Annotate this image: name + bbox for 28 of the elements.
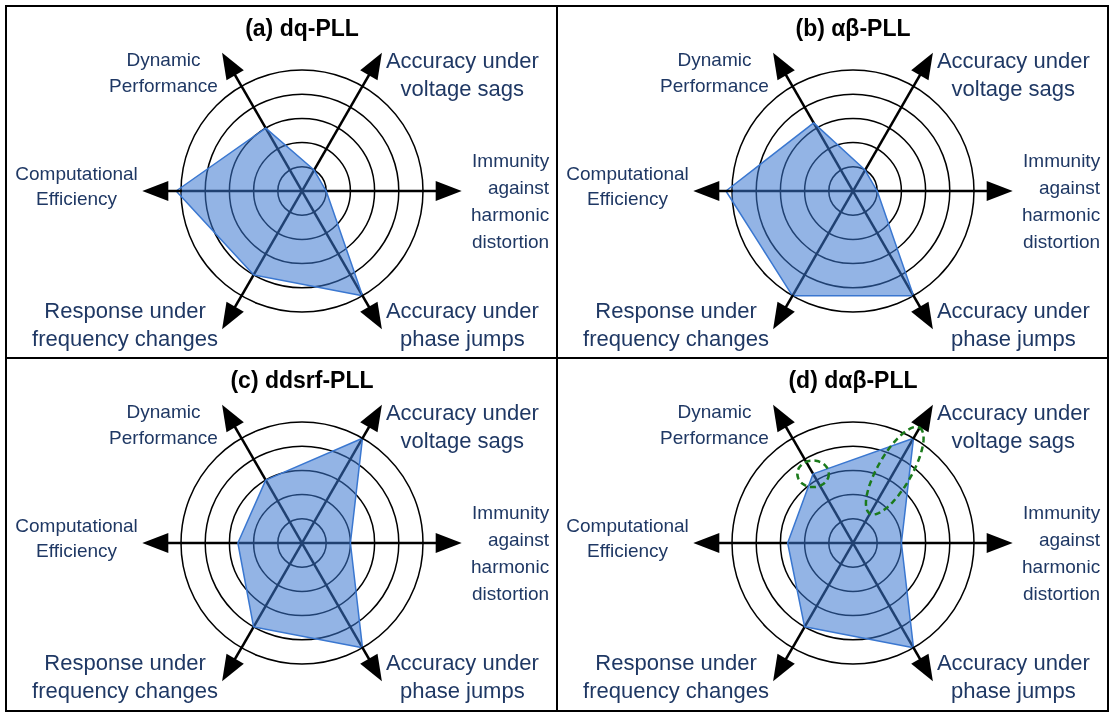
spoke-label: Response under frequency changes xyxy=(583,649,769,706)
spoke-label: Accuracy under voltage sags xyxy=(936,46,1090,103)
spoke-label: Dynamic Performance xyxy=(109,47,218,98)
spoke-label: Dynamic Performance xyxy=(109,399,218,450)
spoke-label: Accuracy under voltage sags xyxy=(385,46,539,103)
spoke-label: Immunity against harmonic distortion xyxy=(471,149,550,254)
spoke-label: Accuracy under voltage sags xyxy=(385,398,539,455)
spoke-label: Accuracy under phase jumps xyxy=(936,649,1090,706)
spoke-label: Immunity against harmonic distortion xyxy=(1022,149,1101,254)
spoke-label: Accuracy under phase jumps xyxy=(385,297,539,354)
spoke-label: Accuracy under phase jumps xyxy=(936,297,1090,354)
spoke-label: Response under frequency changes xyxy=(32,649,218,706)
chart-title: (a) dq-PLL xyxy=(245,14,359,42)
spoke-label: Computational Efficiency xyxy=(15,162,138,211)
spoke-label: Computational Efficiency xyxy=(566,514,689,563)
spoke-label: Computational Efficiency xyxy=(566,162,689,211)
spoke-label: Immunity against harmonic distortion xyxy=(1022,501,1101,606)
spoke-label: Dynamic Performance xyxy=(660,47,769,98)
spoke-label: Response under frequency changes xyxy=(32,297,218,354)
chart-title: (d) dαβ-PLL xyxy=(788,366,918,394)
spoke-label: Computational Efficiency xyxy=(15,514,138,563)
spoke-label: Response under frequency changes xyxy=(583,297,769,354)
spoke-label: Accuracy under phase jumps xyxy=(385,649,539,706)
spoke-label: Accuracy under voltage sags xyxy=(936,398,1090,455)
chart-title: (c) ddsrf-PLL xyxy=(230,366,374,394)
spoke-label: Dynamic Performance xyxy=(660,399,769,450)
spoke-label: Immunity against harmonic distortion xyxy=(471,501,550,606)
chart-title: (b) αβ-PLL xyxy=(795,14,911,42)
